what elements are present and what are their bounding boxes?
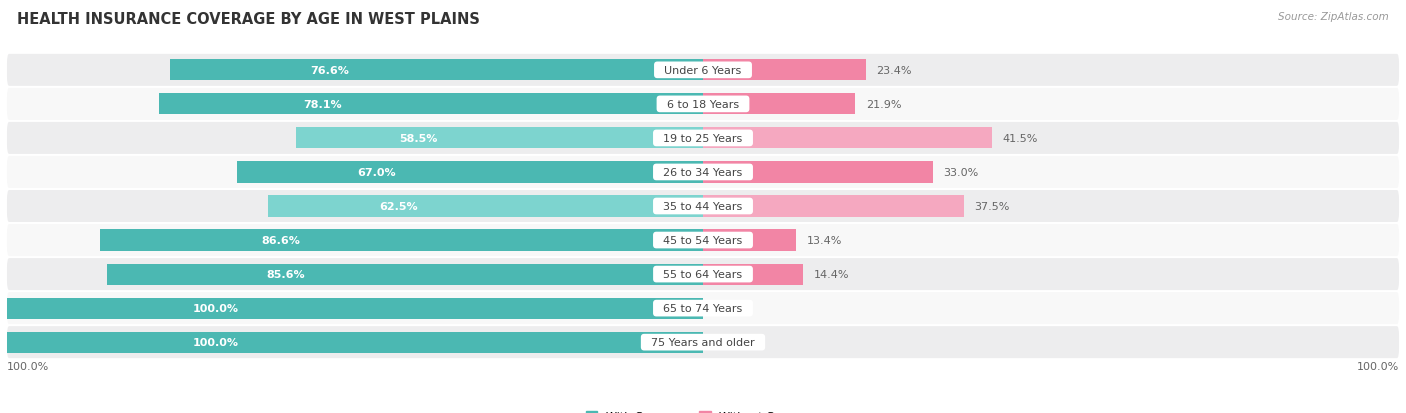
Text: 58.5%: 58.5%: [399, 133, 437, 144]
Text: 65 to 74 Years: 65 to 74 Years: [657, 304, 749, 313]
Text: 6 to 18 Years: 6 to 18 Years: [659, 100, 747, 109]
Text: HEALTH INSURANCE COVERAGE BY AGE IN WEST PLAINS: HEALTH INSURANCE COVERAGE BY AGE IN WEST…: [17, 12, 479, 27]
Text: 37.5%: 37.5%: [974, 202, 1010, 211]
FancyBboxPatch shape: [7, 123, 1399, 154]
Text: 76.6%: 76.6%: [311, 66, 349, 76]
Text: 45 to 54 Years: 45 to 54 Years: [657, 235, 749, 245]
Bar: [703, 264, 803, 285]
Bar: [703, 128, 991, 149]
Text: 26 to 34 Years: 26 to 34 Years: [657, 168, 749, 178]
Bar: [100, 230, 703, 251]
Text: 35 to 44 Years: 35 to 44 Years: [657, 202, 749, 211]
Bar: [7, 298, 703, 319]
Bar: [703, 230, 796, 251]
Text: 41.5%: 41.5%: [1002, 133, 1038, 144]
FancyBboxPatch shape: [7, 225, 1399, 256]
Text: 85.6%: 85.6%: [267, 269, 305, 280]
Bar: [703, 60, 866, 81]
Bar: [703, 196, 965, 217]
Text: 86.6%: 86.6%: [262, 235, 301, 245]
Bar: [703, 162, 932, 183]
Text: 55 to 64 Years: 55 to 64 Years: [657, 269, 749, 280]
Text: 67.0%: 67.0%: [357, 168, 396, 178]
Text: 23.4%: 23.4%: [876, 66, 912, 76]
FancyBboxPatch shape: [7, 292, 1399, 324]
Bar: [269, 196, 703, 217]
Text: 100.0%: 100.0%: [7, 361, 49, 371]
Bar: [236, 162, 703, 183]
Text: 100.0%: 100.0%: [1357, 361, 1399, 371]
FancyBboxPatch shape: [7, 157, 1399, 188]
Text: 21.9%: 21.9%: [866, 100, 901, 109]
FancyBboxPatch shape: [7, 190, 1399, 223]
Text: 14.4%: 14.4%: [814, 269, 849, 280]
Bar: [170, 60, 703, 81]
Bar: [107, 264, 703, 285]
Text: 100.0%: 100.0%: [193, 337, 239, 347]
Text: 33.0%: 33.0%: [943, 168, 979, 178]
Bar: [7, 332, 703, 353]
Text: 13.4%: 13.4%: [807, 235, 842, 245]
FancyBboxPatch shape: [7, 326, 1399, 358]
Bar: [159, 94, 703, 115]
Bar: [295, 128, 703, 149]
Text: 19 to 25 Years: 19 to 25 Years: [657, 133, 749, 144]
Text: 0.0%: 0.0%: [724, 337, 752, 347]
Bar: [703, 94, 855, 115]
FancyBboxPatch shape: [7, 89, 1399, 121]
Text: 100.0%: 100.0%: [193, 304, 239, 313]
Text: 62.5%: 62.5%: [380, 202, 418, 211]
Text: 78.1%: 78.1%: [304, 100, 342, 109]
FancyBboxPatch shape: [7, 259, 1399, 290]
Legend: With Coverage, Without Coverage: With Coverage, Without Coverage: [586, 411, 820, 413]
FancyBboxPatch shape: [7, 55, 1399, 87]
Text: 75 Years and older: 75 Years and older: [644, 337, 762, 347]
Text: 0.0%: 0.0%: [724, 304, 752, 313]
Text: Under 6 Years: Under 6 Years: [658, 66, 748, 76]
Text: Source: ZipAtlas.com: Source: ZipAtlas.com: [1278, 12, 1389, 22]
